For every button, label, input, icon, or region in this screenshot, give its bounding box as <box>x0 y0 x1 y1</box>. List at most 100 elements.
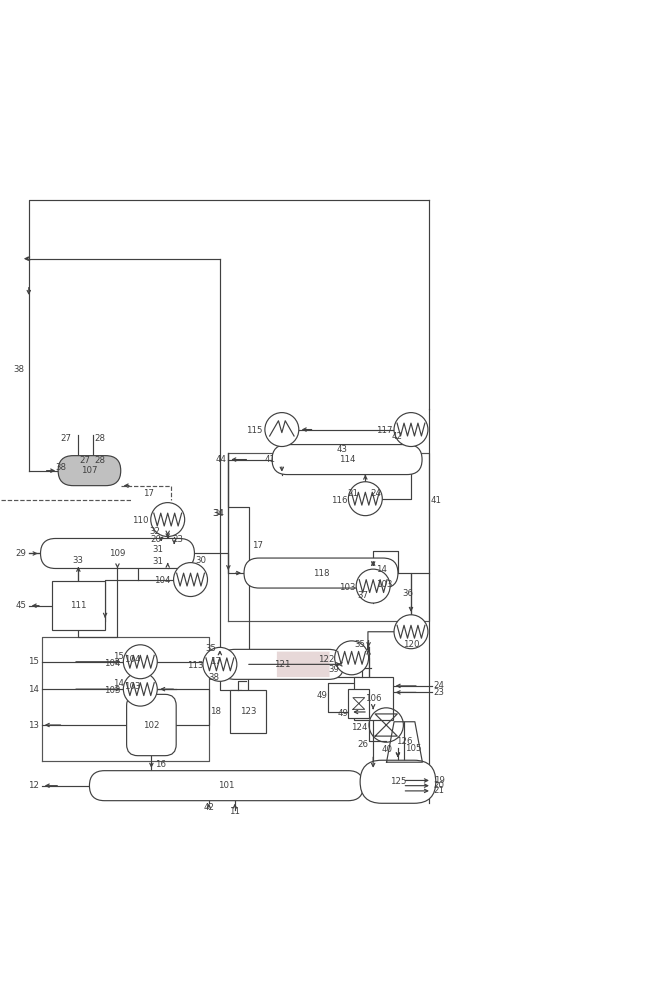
Circle shape <box>356 569 390 603</box>
Text: 126: 126 <box>396 737 413 746</box>
Text: 122: 122 <box>318 655 334 664</box>
Text: 41: 41 <box>265 455 275 464</box>
FancyBboxPatch shape <box>272 445 422 475</box>
Text: 125: 125 <box>390 777 406 786</box>
Text: 31: 31 <box>152 545 163 554</box>
Text: 12: 12 <box>28 781 39 790</box>
Circle shape <box>394 615 428 649</box>
Text: 16: 16 <box>155 760 166 769</box>
FancyBboxPatch shape <box>360 760 436 803</box>
Text: 103: 103 <box>124 682 141 691</box>
Text: 38: 38 <box>14 365 25 374</box>
Text: 49: 49 <box>316 691 328 700</box>
Bar <box>52 581 105 630</box>
FancyBboxPatch shape <box>90 771 364 801</box>
Text: 23: 23 <box>172 535 183 544</box>
Text: 42: 42 <box>392 432 403 441</box>
Text: 103: 103 <box>104 686 121 695</box>
Text: 32: 32 <box>149 527 160 536</box>
Text: 13: 13 <box>28 721 39 730</box>
Text: 40: 40 <box>382 745 393 754</box>
Text: 18: 18 <box>210 707 221 716</box>
Text: 28: 28 <box>95 434 105 443</box>
FancyBboxPatch shape <box>220 649 344 679</box>
Text: 33: 33 <box>73 556 84 565</box>
Text: 105: 105 <box>405 744 422 753</box>
Text: 34: 34 <box>214 509 225 518</box>
Bar <box>348 689 369 718</box>
Text: 34: 34 <box>212 509 223 518</box>
Bar <box>354 677 393 720</box>
Text: 104: 104 <box>104 659 121 668</box>
Text: 11: 11 <box>229 807 240 816</box>
Text: 20: 20 <box>150 535 161 544</box>
Text: 43: 43 <box>336 445 347 454</box>
FancyBboxPatch shape <box>126 694 176 756</box>
Text: 35: 35 <box>206 644 217 653</box>
Text: 27: 27 <box>61 434 72 443</box>
Bar <box>230 690 266 733</box>
Text: 104: 104 <box>124 655 141 664</box>
Text: 21: 21 <box>348 489 359 498</box>
Text: 124: 124 <box>350 723 367 732</box>
Text: 38: 38 <box>209 673 220 682</box>
Text: 35: 35 <box>354 640 365 649</box>
FancyBboxPatch shape <box>244 558 398 588</box>
Text: 110: 110 <box>132 516 148 525</box>
Circle shape <box>123 672 157 706</box>
Text: 39: 39 <box>328 665 339 674</box>
Text: 111: 111 <box>70 601 86 610</box>
Text: 115: 115 <box>246 426 262 435</box>
Text: 118: 118 <box>312 569 329 578</box>
Text: 117: 117 <box>376 426 393 435</box>
Text: 121: 121 <box>274 660 290 669</box>
Text: 102: 102 <box>143 721 160 730</box>
Text: 15: 15 <box>113 652 124 661</box>
Circle shape <box>203 647 237 681</box>
Text: 109: 109 <box>109 549 126 558</box>
Text: 42: 42 <box>203 803 214 812</box>
Text: 49: 49 <box>337 709 348 718</box>
Circle shape <box>174 563 208 597</box>
Circle shape <box>265 413 299 447</box>
Text: 21: 21 <box>434 786 445 795</box>
Text: 20: 20 <box>434 781 445 790</box>
Text: 17: 17 <box>252 541 263 550</box>
FancyBboxPatch shape <box>277 652 329 677</box>
Text: 41: 41 <box>430 496 441 505</box>
Text: 113: 113 <box>187 661 204 670</box>
Text: 36: 36 <box>403 589 413 598</box>
Text: 38: 38 <box>56 463 67 472</box>
Text: 30: 30 <box>196 556 207 565</box>
Text: 45: 45 <box>15 601 26 610</box>
Text: 104: 104 <box>155 576 171 585</box>
Text: 29: 29 <box>15 549 26 558</box>
Text: 14: 14 <box>113 679 124 688</box>
Text: 103: 103 <box>377 580 393 589</box>
Circle shape <box>151 503 185 537</box>
Text: 44: 44 <box>215 455 227 464</box>
Text: 23: 23 <box>434 688 445 697</box>
Text: 106: 106 <box>365 694 381 703</box>
Text: 116: 116 <box>331 496 347 505</box>
Text: 107: 107 <box>81 466 98 475</box>
Text: 37: 37 <box>357 591 368 600</box>
Text: 17: 17 <box>210 657 221 666</box>
Text: 31: 31 <box>152 557 163 566</box>
FancyBboxPatch shape <box>41 538 195 568</box>
Text: 123: 123 <box>240 707 256 716</box>
Text: 15: 15 <box>28 657 39 666</box>
Text: 14: 14 <box>377 565 387 574</box>
Text: 14: 14 <box>28 685 39 694</box>
Text: 27: 27 <box>80 456 90 465</box>
Circle shape <box>394 413 428 447</box>
Circle shape <box>348 482 383 516</box>
Text: 114: 114 <box>339 455 355 464</box>
Text: 28: 28 <box>94 456 105 465</box>
Text: 17: 17 <box>143 489 154 498</box>
Text: 120: 120 <box>403 640 419 649</box>
Text: 19: 19 <box>434 776 445 785</box>
Text: 101: 101 <box>218 781 234 790</box>
Circle shape <box>335 641 369 675</box>
FancyBboxPatch shape <box>58 456 121 486</box>
